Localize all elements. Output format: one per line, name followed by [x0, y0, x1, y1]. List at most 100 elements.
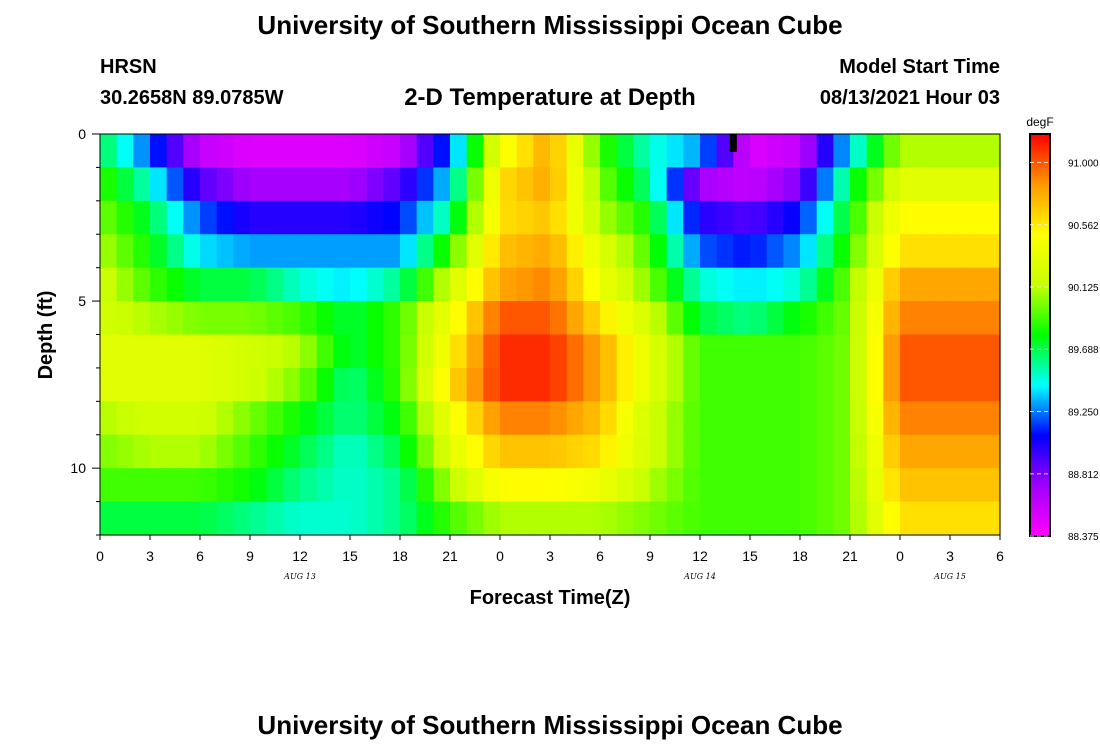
heatmap-cell [483, 234, 501, 269]
heatmap-cell [500, 134, 518, 169]
heatmap-cell [166, 301, 184, 336]
heatmap-cell [616, 167, 634, 202]
heatmap-cell [216, 501, 234, 536]
heatmap-cell [266, 501, 284, 536]
heatmap-cell [250, 234, 268, 269]
heatmap-cell [650, 434, 668, 469]
x-tick-label: 9 [646, 548, 654, 564]
heatmap-cell [433, 234, 451, 269]
heatmap-cell [383, 301, 401, 336]
heatmap-cell [316, 301, 334, 336]
heatmap-cell [166, 334, 184, 369]
heatmap-cell [816, 234, 834, 269]
heatmap-cell [533, 468, 551, 503]
heatmap-cell [600, 334, 618, 369]
heatmap-cell [250, 267, 268, 302]
heatmap-cell [650, 501, 668, 536]
heatmap-cell [200, 167, 218, 202]
heatmap-cell [800, 301, 818, 336]
heatmap-cell [700, 301, 718, 336]
heatmap-cell [500, 200, 518, 235]
heatmap-cell [400, 301, 418, 336]
heatmap-cell [633, 367, 651, 402]
heatmap-cell [900, 234, 918, 269]
heatmap-cell [933, 167, 951, 202]
heatmap-cell [950, 234, 968, 269]
heatmap-cell [733, 301, 751, 336]
heatmap-cell [916, 301, 934, 336]
heatmap-cell [650, 367, 668, 402]
heatmap-cell [166, 434, 184, 469]
heatmap-cell [583, 200, 601, 235]
heatmap-cell [816, 301, 834, 336]
heatmap-cell [533, 134, 551, 169]
heatmap-cell [483, 367, 501, 402]
heatmap-cell [666, 334, 684, 369]
heatmap-cell [783, 434, 801, 469]
heatmap-cell [383, 200, 401, 235]
heatmap-cell [450, 234, 468, 269]
heatmap-cell [883, 468, 901, 503]
heatmap-cell [366, 134, 384, 169]
heatmap-cell [583, 301, 601, 336]
heatmap-cell [566, 401, 584, 436]
heatmap-cell [100, 167, 118, 202]
heatmap-cell [600, 434, 618, 469]
heatmap-cell [633, 301, 651, 336]
heatmap-cell [633, 200, 651, 235]
heatmap-cell [700, 468, 718, 503]
heatmap-cell [850, 267, 868, 302]
heatmap-cell [466, 367, 484, 402]
heatmap-cell [133, 367, 151, 402]
heatmap-cell [150, 234, 168, 269]
heatmap-cell [183, 367, 201, 402]
heatmap-cell [233, 334, 251, 369]
heatmap-cell [266, 234, 284, 269]
heatmap-cell [150, 334, 168, 369]
heatmap-cell [833, 234, 851, 269]
heatmap-cell [316, 401, 334, 436]
heatmap-cell [333, 501, 351, 536]
heatmap-cell [316, 234, 334, 269]
heatmap-cell [733, 134, 751, 169]
heatmap-cell [483, 301, 501, 336]
heatmap-cell [483, 401, 501, 436]
heatmap-cell [466, 167, 484, 202]
x-tick-label: 21 [442, 548, 458, 564]
heatmap-cell [400, 367, 418, 402]
heatmap-cell [100, 234, 118, 269]
heatmap-cell [566, 134, 584, 169]
heatmap-cell [233, 134, 251, 169]
heatmap-cell [750, 200, 768, 235]
heatmap-cell [916, 134, 934, 169]
heatmap-cell [600, 501, 618, 536]
heatmap-cell [266, 267, 284, 302]
heatmap-cell [733, 267, 751, 302]
heatmap-cell [850, 234, 868, 269]
heatmap-cell [216, 434, 234, 469]
heatmap-cell [316, 334, 334, 369]
heatmap-cell [166, 134, 184, 169]
heatmap-cell [916, 200, 934, 235]
heatmap-cell [616, 468, 634, 503]
heatmap-cell [516, 434, 534, 469]
heatmap-cell [350, 234, 368, 269]
heatmap-cell [116, 200, 134, 235]
heatmap-cell [950, 334, 968, 369]
heatmap-cell [900, 501, 918, 536]
heatmap-cell [133, 267, 151, 302]
heatmap-cell [883, 367, 901, 402]
heatmap-cell [600, 167, 618, 202]
heatmap-cell [966, 167, 984, 202]
heatmap-cell [533, 401, 551, 436]
heatmap-cell [750, 234, 768, 269]
heatmap-cell [133, 468, 151, 503]
heatmap-cell [366, 401, 384, 436]
heatmap-cell [816, 501, 834, 536]
heatmap-cell [450, 434, 468, 469]
heatmap-cell [816, 334, 834, 369]
heatmap-cell [583, 468, 601, 503]
heatmap-cell [683, 134, 701, 169]
heatmap-cell [600, 267, 618, 302]
heatmap-cell [300, 267, 318, 302]
